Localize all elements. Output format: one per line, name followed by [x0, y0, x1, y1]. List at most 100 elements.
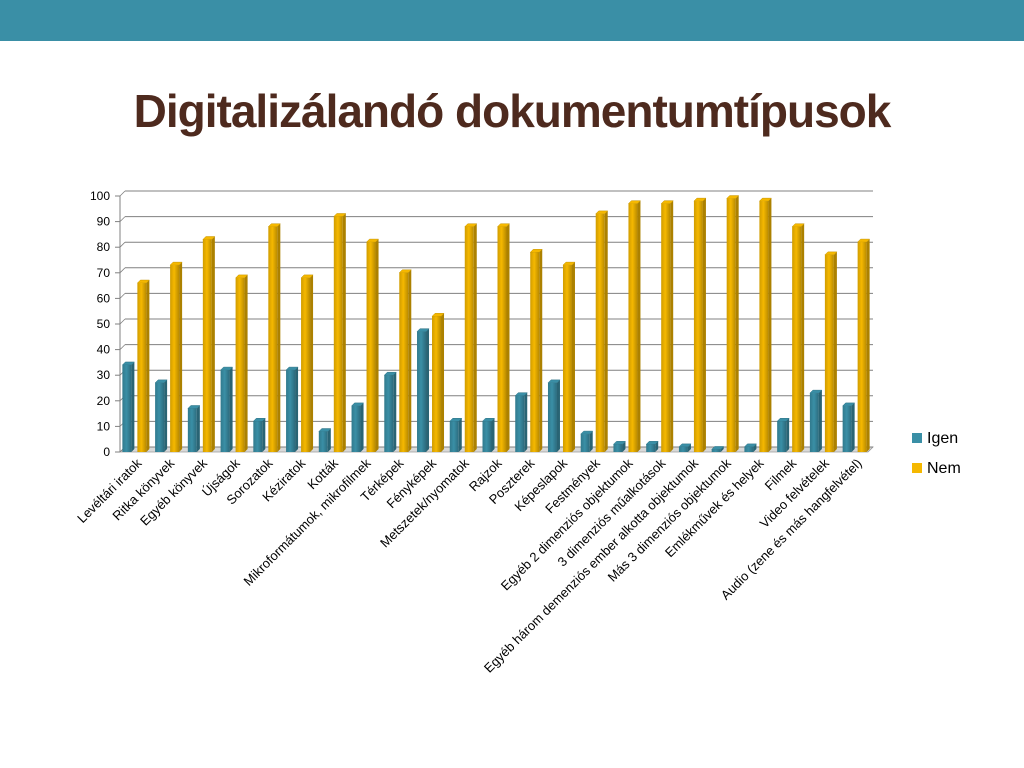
bar-side-igen: [687, 443, 691, 452]
bar-side-nem: [539, 249, 543, 452]
gridline-depth: [119, 318, 126, 325]
bar-side-igen: [426, 328, 430, 452]
bar-side-igen: [229, 367, 233, 452]
bar-side-igen: [786, 418, 790, 452]
bar-side-igen: [295, 367, 299, 452]
bar-igen: [646, 444, 656, 452]
bar-side-nem: [342, 213, 346, 452]
bar-side-nem: [670, 200, 674, 452]
bar-nem: [301, 277, 311, 452]
y-tick-label: 40: [97, 343, 111, 357]
bar-nem: [137, 283, 147, 452]
bar-side-nem: [277, 223, 281, 452]
top-accent-bar: [0, 0, 1024, 41]
bar-nem: [530, 252, 540, 452]
bar-igen: [384, 375, 394, 452]
bar-nem: [857, 242, 867, 452]
bar-nem: [202, 239, 212, 452]
y-tick-label: 50: [97, 317, 111, 331]
y-tick-label: 30: [97, 368, 111, 382]
bar-side-nem: [244, 274, 248, 452]
bar-igen: [777, 421, 787, 452]
gridline-depth: [119, 293, 126, 299]
bar-igen: [286, 370, 296, 452]
bar-side-nem: [801, 223, 805, 452]
bar-igen: [580, 434, 590, 452]
bar-side-igen: [556, 379, 560, 452]
bar-nem: [759, 201, 769, 452]
bar-side-nem: [211, 236, 215, 452]
legend-swatch-igen: [912, 433, 922, 443]
bar-igen: [842, 405, 852, 452]
bar-nem: [792, 226, 802, 452]
bar-nem: [464, 226, 474, 452]
bar-nem: [432, 316, 442, 452]
bar-nem: [562, 265, 572, 452]
bar-igen: [711, 449, 721, 452]
bar-side-igen: [622, 441, 626, 452]
bar-side-igen: [131, 361, 135, 452]
gridline-depth: [119, 267, 126, 274]
bar-side-nem: [310, 274, 314, 452]
bar-nem: [824, 254, 834, 452]
bar-side-igen: [655, 441, 659, 452]
legend-label-nem: Nem: [927, 460, 961, 477]
bar-side-nem: [637, 200, 641, 452]
bar-igen: [744, 446, 754, 452]
y-tick-label: 10: [97, 419, 111, 433]
slide-title: Digitalizálandó dokumentumtípusok: [133, 85, 892, 137]
bar-nem: [399, 272, 409, 452]
y-tick-label: 0: [103, 445, 110, 459]
bar-side-nem: [506, 223, 510, 452]
bar-igen: [809, 393, 819, 452]
bar-igen: [417, 331, 427, 452]
bar-nem: [661, 203, 671, 452]
y-tick-label: 90: [97, 215, 111, 229]
y-tick-label: 80: [97, 240, 111, 254]
bar-igen: [187, 408, 197, 452]
bar-igen: [547, 382, 557, 452]
bar-nem: [497, 226, 507, 452]
bar-igen: [318, 431, 328, 452]
bar-igen: [449, 421, 459, 452]
bar-side-nem: [179, 262, 183, 452]
y-tick-label: 60: [97, 291, 111, 305]
bar-side-igen: [360, 402, 364, 452]
bar-igen: [351, 405, 361, 452]
bar-igen: [155, 382, 165, 452]
bar-side-igen: [393, 372, 397, 452]
bar-side-igen: [491, 418, 495, 452]
legend-label-igen: Igen: [927, 430, 958, 447]
bar-side-igen: [327, 428, 331, 452]
bar-nem: [726, 198, 736, 452]
bar-side-igen: [720, 446, 724, 452]
bar-igen: [253, 421, 263, 452]
bar-side-nem: [702, 198, 706, 452]
bar-side-nem: [604, 210, 608, 452]
bar-side-igen: [524, 392, 528, 452]
bar-igen: [122, 364, 132, 452]
legend-swatch-nem: [912, 463, 922, 473]
bar-nem: [628, 203, 638, 452]
bar-side-nem: [408, 269, 412, 452]
bar-side-nem: [146, 280, 150, 452]
bar-side-igen: [196, 405, 200, 452]
y-tick-label: 20: [97, 394, 111, 408]
bar-nem: [268, 226, 278, 452]
bar-side-nem: [473, 223, 477, 452]
bar-side-igen: [851, 402, 855, 452]
bar-igen: [482, 421, 492, 452]
y-tick-label: 70: [97, 266, 111, 280]
bar-igen: [515, 395, 525, 452]
bar-side-nem: [735, 195, 739, 452]
gridline-depth: [119, 190, 126, 197]
bar-side-igen: [589, 431, 593, 452]
gridline-depth: [119, 344, 126, 350]
bar-side-nem: [375, 239, 379, 452]
gridline-depth: [119, 241, 126, 248]
bar-side-nem: [833, 251, 837, 452]
bar-side-nem: [768, 198, 772, 452]
bar-igen: [613, 444, 623, 452]
bar-nem: [366, 242, 376, 452]
